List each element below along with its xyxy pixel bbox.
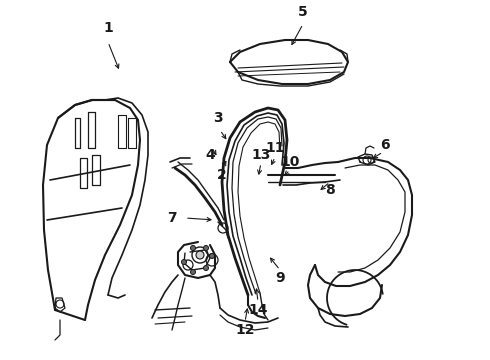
Text: 10: 10: [280, 155, 300, 169]
Text: 11: 11: [265, 141, 285, 155]
Circle shape: [191, 246, 196, 251]
Text: 4: 4: [205, 148, 215, 162]
Text: 13: 13: [251, 148, 270, 162]
Circle shape: [203, 246, 209, 251]
Text: 7: 7: [167, 211, 177, 225]
Text: 1: 1: [103, 21, 113, 35]
Circle shape: [191, 270, 196, 274]
Text: 12: 12: [235, 323, 255, 337]
Text: 9: 9: [275, 271, 285, 285]
Text: 5: 5: [298, 5, 308, 19]
Text: 14: 14: [248, 303, 268, 317]
Circle shape: [181, 260, 187, 265]
Circle shape: [196, 251, 204, 259]
Circle shape: [210, 253, 215, 258]
Circle shape: [203, 266, 209, 270]
Text: 2: 2: [217, 168, 227, 182]
Text: 6: 6: [380, 138, 390, 152]
Text: 8: 8: [325, 183, 335, 197]
Text: 3: 3: [213, 111, 223, 125]
